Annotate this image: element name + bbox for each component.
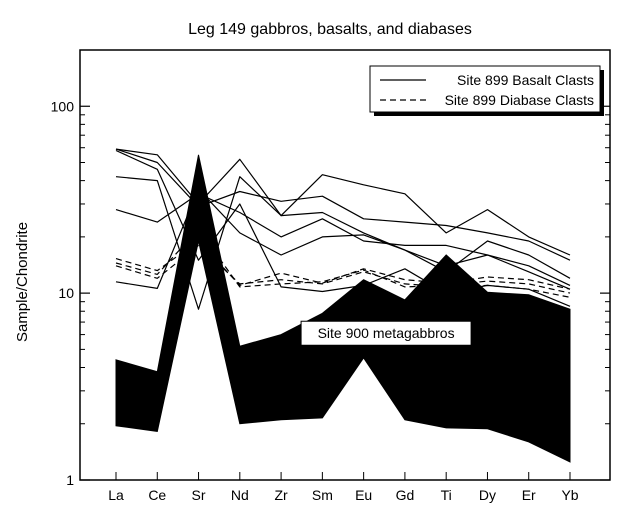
x-tick-label-dy: Dy <box>479 487 496 503</box>
x-tick-label-nd: Nd <box>231 487 249 503</box>
legend-label: Site 899 Diabase Clasts <box>445 92 594 108</box>
x-tick-label-ti: Ti <box>441 487 452 503</box>
annotation-layer: Site 900 metagabbros <box>300 320 472 346</box>
x-tick-label-yb: Yb <box>561 487 578 503</box>
x-tick-label-zr: Zr <box>274 487 288 503</box>
legend: Site 899 Basalt Clasts Site 899 Diabase C… <box>369 65 604 116</box>
x-tick-label-la: La <box>108 487 124 503</box>
metagabbro-band <box>115 154 571 463</box>
x-tick-label-sm: Sm <box>312 487 333 503</box>
band-layer <box>115 154 571 463</box>
annotation-label: Site 900 metagabbros <box>318 325 455 341</box>
legend-box <box>369 65 601 113</box>
plot-frame <box>79 49 611 481</box>
x-tick-label-sr: Sr <box>192 487 206 503</box>
axes-layer: 1 10 100 La Ce Sr Nd Zr Sm Eu Gd Ti Dy Er Yb <box>51 49 611 503</box>
diabase-series-9 <box>115 244 571 298</box>
legend-label: Site 899 Basalt Clasts <box>457 72 594 88</box>
basalt-series-2 <box>115 148 571 261</box>
x-tick-label-eu: Eu <box>355 487 372 503</box>
x-tick-label-er: Er <box>522 487 536 503</box>
y-tick-label: 10 <box>58 285 74 301</box>
x-tick-label-ce: Ce <box>148 487 166 503</box>
annotation-box <box>300 320 472 346</box>
series-layer <box>115 148 571 310</box>
basalt-series-5 <box>115 188 571 290</box>
x-tick-label-gd: Gd <box>396 487 415 503</box>
y-axis-label: Sample/Chondrite <box>14 222 31 342</box>
chart-title: Leg 149 gabbros, basalts, and diabases <box>188 21 472 38</box>
diabase-series-8 <box>115 228 571 294</box>
diabase-series-7 <box>115 240 571 290</box>
y-tick-label: 100 <box>51 98 75 114</box>
basalt-series-3 <box>115 176 571 310</box>
basalt-series-4 <box>115 193 571 286</box>
y-tick-label: 1 <box>66 472 74 488</box>
basalt-series-1 <box>115 148 571 256</box>
